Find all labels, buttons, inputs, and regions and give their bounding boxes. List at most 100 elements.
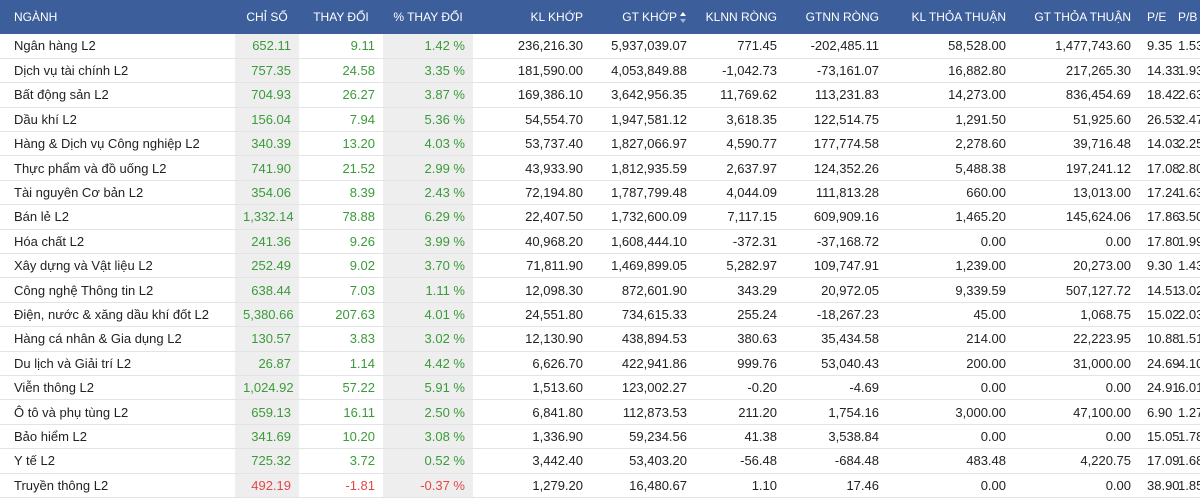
- cell-klnn-rong: 5,282.97: [726, 258, 777, 274]
- cell-thay-doi: 26.27: [342, 87, 375, 103]
- cell-thay-doi: -1.81: [345, 477, 375, 493]
- header-nganh[interactable]: NGÀNH: [14, 10, 58, 24]
- sort-arrows-icon[interactable]: [680, 12, 687, 24]
- cell-nganh: Thực phẩm và đồ uống L2: [14, 160, 167, 176]
- cell-kl-khop: 6,841.80: [532, 404, 583, 420]
- cell-pe: 24.91: [1147, 380, 1180, 396]
- cell-thay-doi: 7.94: [349, 111, 375, 127]
- table-row[interactable]: Ngân hàng L2 652.11 9.11 1.42 % 236,216.30 5,…: [0, 34, 1200, 59]
- cell-thay-doi: 10.20: [342, 428, 375, 444]
- header-gtnn-rong[interactable]: GTNN RÒNG: [805, 10, 879, 24]
- table-body: Ngân hàng L2 652.11 9.11 1.42 % 236,216.30 5,…: [0, 34, 1200, 498]
- table-row[interactable]: Y tế L2 725.32 3.72 0.52 % 3,442.40 53,403.20…: [0, 448, 1200, 474]
- cell-nganh: Ngân hàng L2: [14, 38, 96, 54]
- table-row[interactable]: Dầu khí L2 156.04 7.94 5.36 % 54,554.70 1,947…: [0, 107, 1200, 132]
- cell-kl-khop: 3,442.40: [532, 453, 583, 469]
- table-row[interactable]: Hàng cá nhân & Gia dụng L2 130.57 3.83 3.02…: [0, 326, 1200, 352]
- cell-gtnn-rong: 124,352.26: [813, 160, 879, 176]
- cell-gtnn-rong: 1,754.16: [828, 404, 879, 420]
- header-pct-thay-doi[interactable]: % THAY ĐỔI: [393, 10, 463, 24]
- header-kl-khop[interactable]: KL KHỚP: [530, 10, 583, 24]
- cell-chi-so: 704.93: [235, 82, 299, 108]
- table-row[interactable]: Điện, nước & xăng dầu khí đốt L2 5,380.66…: [0, 302, 1200, 327]
- header-chi-so[interactable]: CHỈ SỐ: [246, 10, 288, 24]
- cell-gtnn-rong: 113,231.83: [814, 87, 879, 103]
- cell-gt-thoa-thuan: 507,127.72: [1065, 282, 1131, 298]
- cell-gt-thoa-thuan: 0.00: [1105, 380, 1131, 396]
- cell-gt-thoa-thuan: 39,716.48: [1073, 136, 1131, 152]
- cell-chi-so: 241.36: [235, 229, 299, 254]
- table-row[interactable]: Xây dựng và Vật liệu L2 252.49 9.02 3.70 % 7…: [0, 253, 1200, 278]
- header-gt-khop[interactable]: GT KHỚP: [591, 0, 695, 34]
- header-pe[interactable]: P/E: [1147, 10, 1167, 24]
- cell-pb: 2.80: [1178, 160, 1200, 176]
- header-gt-thoa-thuan[interactable]: GT THỎA THUẬN: [1034, 10, 1131, 24]
- cell-gt-khop: 59,234.56: [629, 428, 687, 444]
- cell-thay-doi: 16.11: [343, 404, 375, 420]
- table-row[interactable]: Hàng & Dịch vụ Công nghiệp L2 340.39 13.20…: [0, 131, 1200, 156]
- table-row[interactable]: Du lịch và Giải trí L2 26.87 1.14 4.42 % 6,6…: [0, 351, 1200, 376]
- cell-kl-thoa-thuan: 0.00: [980, 233, 1006, 249]
- cell-pe: 24.69: [1147, 355, 1180, 371]
- cell-pe: 6.90: [1147, 404, 1173, 420]
- table-row[interactable]: Bán lẻ L2 1,332.14 78.88 6.29 % 22,407.50 1,7…: [0, 204, 1200, 230]
- cell-pb: 2.47: [1178, 111, 1200, 127]
- cell-gtnn-rong: -73,161.07: [816, 63, 879, 79]
- cell-kl-khop: 22,407.50: [525, 209, 583, 225]
- cell-nganh: Truyền thông L2: [14, 477, 109, 493]
- cell-chi-so: 492.19: [235, 473, 299, 498]
- cell-nganh: Dịch vụ tài chính L2: [14, 63, 129, 79]
- header-klnn-rong[interactable]: KLNN RÒNG: [705, 10, 777, 24]
- header-kl-thoa-thuan[interactable]: KL THỎA THUẬN: [911, 10, 1006, 24]
- cell-gt-thoa-thuan: 20,273.00: [1073, 258, 1131, 274]
- table-row[interactable]: Tài nguyên Cơ bản L2 354.06 8.39 2.43 % 72,1…: [0, 180, 1200, 205]
- cell-klnn-rong: 2,637.97: [726, 160, 777, 176]
- cell-pe: 17.24: [1147, 185, 1180, 201]
- table-row[interactable]: Bảo hiểm L2 341.69 10.20 3.08 % 1,336.90 59,2…: [0, 424, 1200, 449]
- cell-gt-thoa-thuan: 13,013.00: [1073, 185, 1131, 201]
- cell-chi-so: 652.11: [235, 34, 299, 59]
- table-row[interactable]: Dịch vụ tài chính L2 757.35 24.58 3.35 % 181…: [0, 58, 1200, 83]
- table-row[interactable]: Thực phẩm và đồ uống L2 741.90 21.52 2.99 %…: [0, 155, 1200, 181]
- cell-pb: 1.43: [1178, 258, 1200, 274]
- cell-pe: 14.51: [1147, 282, 1180, 298]
- cell-thay-doi: 21.52: [342, 160, 375, 176]
- cell-thay-doi: 24.58: [342, 63, 375, 79]
- cell-pb: 2.63: [1178, 87, 1200, 103]
- cell-pe: 9.30: [1147, 258, 1173, 274]
- table-row[interactable]: Bất động sản L2 704.93 26.27 3.87 % 169,386.…: [0, 82, 1200, 108]
- cell-kl-thoa-thuan: 214.00: [966, 331, 1006, 347]
- cell-chi-so: 638.44: [235, 277, 299, 303]
- cell-kl-thoa-thuan: 45.00: [973, 306, 1006, 322]
- cell-klnn-rong: 211.20: [738, 404, 777, 420]
- cell-gtnn-rong: -18,267.23: [816, 306, 879, 322]
- cell-gt-thoa-thuan: 0.00: [1105, 477, 1131, 493]
- cell-pe: 17.86: [1147, 209, 1180, 225]
- cell-thay-doi: 7.03: [349, 282, 375, 298]
- cell-pct-thay-doi: 1.42 %: [383, 34, 473, 59]
- cell-gt-thoa-thuan: 217,265.30: [1065, 63, 1131, 79]
- cell-kl-khop: 72,194.80: [525, 185, 583, 201]
- cell-chi-so: 130.57: [235, 326, 299, 352]
- table-row[interactable]: Công nghệ Thông tin L2 638.44 7.03 1.11 % 12…: [0, 277, 1200, 303]
- cell-pb: 3.50: [1178, 209, 1200, 225]
- table-row[interactable]: Ô tô và phụ tùng L2 659.13 16.11 2.50 % 6,84…: [0, 399, 1200, 425]
- cell-pct-thay-doi: 2.99 %: [383, 155, 473, 181]
- cell-thay-doi: 3.72: [349, 453, 375, 469]
- header-thay-doi[interactable]: THAY ĐỔI: [313, 10, 369, 24]
- table-row[interactable]: Viễn thông L2 1,024.92 57.22 5.91 % 1,513.60…: [0, 375, 1200, 400]
- cell-gt-khop: 53,403.20: [629, 453, 687, 469]
- header-pb[interactable]: P/B: [1178, 10, 1198, 24]
- cell-gt-khop: 1,812,935.59: [611, 160, 687, 176]
- cell-chi-so: 26.87: [235, 351, 299, 376]
- cell-nganh: Xây dựng và Vật liệu L2: [14, 258, 153, 274]
- cell-pb: 1.27: [1178, 404, 1200, 420]
- table-row[interactable]: Truyền thông L2 492.19 -1.81 -0.37 % 1,279.2…: [0, 473, 1200, 498]
- table-row[interactable]: Hóa chất L2 241.36 9.26 3.99 % 40,968.20 1,60…: [0, 229, 1200, 254]
- cell-nganh: Dầu khí L2: [14, 111, 77, 127]
- cell-thay-doi: 78.88: [342, 209, 375, 225]
- cell-gt-thoa-thuan: 31,000.00: [1073, 355, 1131, 371]
- cell-pb: 6.01: [1178, 380, 1200, 396]
- cell-gtnn-rong: -4.69: [849, 380, 879, 396]
- cell-kl-thoa-thuan: 200.00: [966, 355, 1006, 371]
